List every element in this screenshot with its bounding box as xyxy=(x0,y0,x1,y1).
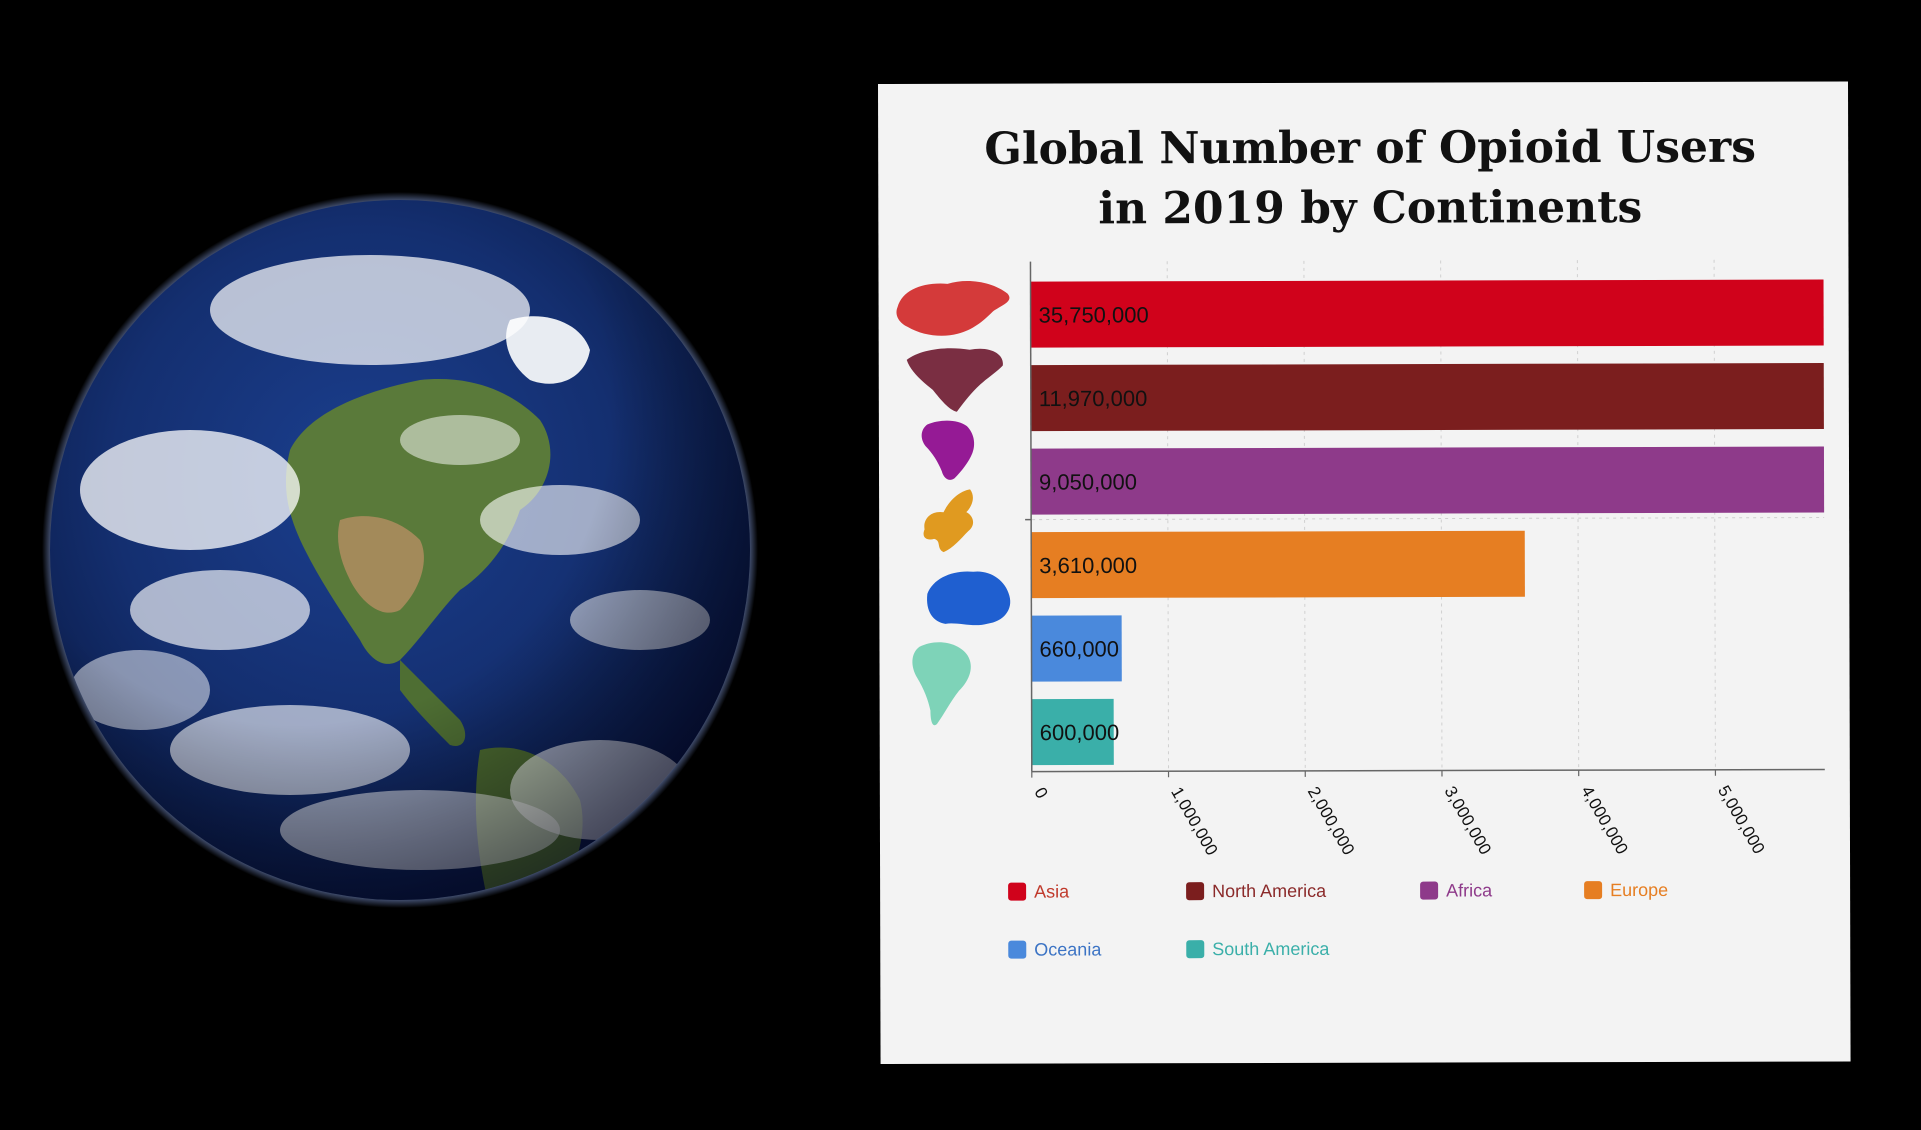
legend-item-europe[interactable]: Europe xyxy=(1584,880,1668,900)
chart-title: Global Number of Opioid Users in 2019 by… xyxy=(984,122,1756,235)
x-tick-label: 1,000,000 xyxy=(1167,784,1221,859)
legend-label: North America xyxy=(1212,881,1327,901)
legend-item-africa[interactable]: Africa xyxy=(1420,880,1493,901)
bar-value-label: 600,000 xyxy=(1040,720,1120,745)
bar-africa: 9,050,000 xyxy=(1030,446,1825,515)
legend-swatch xyxy=(1584,881,1603,900)
earth-globe-image xyxy=(40,190,760,910)
europe-map-icon xyxy=(923,489,973,553)
legend-swatch xyxy=(1186,882,1205,901)
legend-swatch xyxy=(1008,940,1027,959)
bar-value-label: 660,000 xyxy=(1039,636,1119,661)
x-tick-label: 3,000,000 xyxy=(1441,783,1495,858)
legend-label: Africa xyxy=(1446,880,1493,900)
oceania-map-icon xyxy=(927,571,1011,626)
bar-oceania: 660,000 xyxy=(1031,615,1122,682)
bar-rect xyxy=(1030,363,1824,432)
south-america-map-icon xyxy=(912,642,971,726)
bar-europe: 3,610,000 xyxy=(1031,530,1525,599)
legend-item-south-america[interactable]: South America xyxy=(1186,939,1330,959)
continent-icons xyxy=(896,281,1011,726)
x-tick-label: 5,000,000 xyxy=(1714,782,1768,857)
legend-swatch xyxy=(1420,881,1439,900)
legend-swatch xyxy=(1186,940,1205,959)
legend: Asia North America Africa Europe Oceania Sout… xyxy=(1008,880,1668,960)
legend-label: Europe xyxy=(1610,880,1668,900)
legend-label: Oceania xyxy=(1034,939,1102,959)
legend-swatch xyxy=(1008,882,1027,901)
legend-item-oceania[interactable]: Oceania xyxy=(1008,939,1102,960)
y-axis-line xyxy=(1029,261,1033,772)
x-tick-label: 2,000,000 xyxy=(1304,783,1358,858)
bar-value-label: 11,970,000 xyxy=(1039,386,1148,411)
bar-rect xyxy=(1031,698,1114,766)
bar-asia: 35,750,000 xyxy=(1030,279,1824,348)
bars: 35,750,000 11,970,000 9,050,000 3,610,000 66… xyxy=(1030,279,1825,766)
legend-label: South America xyxy=(1212,939,1330,959)
bar-rect xyxy=(1030,279,1824,348)
africa-map-icon xyxy=(921,420,975,480)
bar-value-label: 35,750,000 xyxy=(1039,302,1149,327)
earth-globe-icon xyxy=(42,192,758,908)
chart-title-line-2: in 2019 by Continents xyxy=(1098,182,1642,234)
legend-item-north-america[interactable]: North America xyxy=(1186,881,1327,901)
bar-chart: Global Number of Opioid Users in 2019 by… xyxy=(896,122,1825,960)
chart-title-line-1: Global Number of Opioid Users xyxy=(984,122,1756,175)
x-tick-label: 0 xyxy=(1030,784,1051,802)
bar-rect xyxy=(1031,530,1525,599)
bar-value-label: 9,050,000 xyxy=(1039,469,1137,494)
bar-north-america: 11,970,000 xyxy=(1030,363,1824,432)
chart-card: Global Number of Opioid Users in 2019 by… xyxy=(878,81,1851,1064)
north-america-map-icon xyxy=(906,348,1003,412)
grid-line xyxy=(1025,517,1825,521)
x-tick-label: 4,000,000 xyxy=(1577,783,1631,858)
bar-rect xyxy=(1030,446,1825,515)
x-axis-line xyxy=(1031,768,1825,773)
bar-value-label: 3,610,000 xyxy=(1039,553,1137,578)
bar-rect xyxy=(1031,615,1122,682)
bar-south-america: 600,000 xyxy=(1031,698,1120,766)
asia-map-icon xyxy=(896,281,1010,336)
legend-label: Asia xyxy=(1034,881,1070,901)
legend-item-asia[interactable]: Asia xyxy=(1008,881,1070,902)
